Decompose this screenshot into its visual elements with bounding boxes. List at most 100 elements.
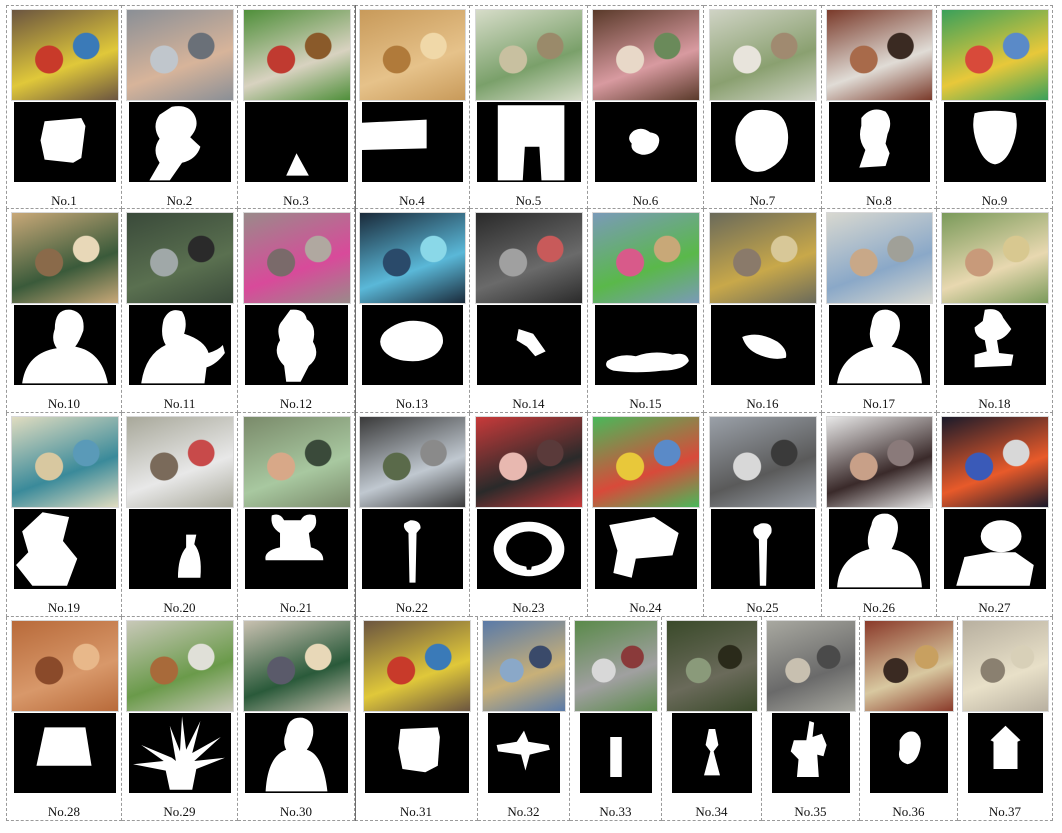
saliency-mask [245, 713, 348, 793]
item-label: No.33 [599, 804, 632, 819]
source-photo [12, 10, 118, 100]
item-label: No.30 [279, 804, 313, 819]
saliency-mask [477, 509, 581, 589]
item-label: No.6 [632, 193, 659, 208]
grid-cell: No.37 [958, 617, 1053, 821]
item-label: No.7 [749, 193, 776, 208]
item-label: No.34 [695, 804, 728, 819]
saliency-mask [14, 305, 116, 385]
saliency-mask [362, 102, 463, 182]
item-label: No.4 [399, 193, 425, 208]
source-photo [12, 417, 118, 507]
source-photo [827, 213, 932, 303]
saliency-mask [245, 509, 348, 589]
source-photo [827, 417, 932, 507]
item-label: No.19 [47, 600, 81, 615]
saliency-mask [129, 713, 231, 793]
source-photo [963, 621, 1048, 711]
item-label: No.5 [515, 193, 542, 208]
saliency-mask [672, 713, 752, 793]
saliency-mask [829, 102, 930, 182]
source-photo [360, 10, 465, 100]
item-label: No.2 [166, 193, 193, 208]
grid-cell: No.21 [238, 413, 355, 617]
grid-cell: No.3 [238, 5, 355, 209]
source-photo [476, 213, 582, 303]
saliency-mask [772, 713, 850, 793]
grid-cell: No.18 [937, 209, 1053, 413]
saliency-mask [129, 102, 231, 182]
saliency-mask [829, 305, 930, 385]
grid-cell: No.9 [937, 5, 1053, 209]
saliency-mask [580, 713, 652, 793]
source-photo [827, 10, 932, 100]
item-label: No.16 [746, 396, 779, 411]
grid-cell: No.4 [355, 5, 470, 209]
saliency-mask [362, 305, 463, 385]
saliency-mask [595, 305, 697, 385]
source-photo [127, 417, 233, 507]
source-photo [593, 10, 699, 100]
saliency-mask [829, 509, 930, 589]
grid-cell: No.14 [470, 209, 588, 413]
grid-cell: No.24 [588, 413, 704, 617]
source-photo [243, 10, 350, 100]
saliency-mask [129, 305, 231, 385]
saliency-mask [245, 305, 348, 385]
source-photo [127, 621, 233, 711]
source-photo [865, 621, 953, 711]
source-photo [942, 213, 1048, 303]
item-label: No.31 [399, 804, 433, 819]
saliency-mask [711, 102, 815, 182]
grid-cell: No.25 [704, 413, 822, 617]
grid-cell: No.36 [860, 617, 958, 821]
saliency-mask [14, 102, 116, 182]
source-photo [575, 621, 657, 711]
grid-cell: No.31 [355, 617, 478, 821]
block-divider [355, 5, 356, 821]
item-label: No.27 [978, 600, 1011, 615]
grid-cell: No.2 [122, 5, 238, 209]
saliency-mask [488, 713, 560, 793]
source-photo [710, 417, 816, 507]
grid-cell: No.19 [6, 413, 122, 617]
saliency-mask [14, 713, 116, 793]
grid-cell: No.20 [122, 413, 238, 617]
item-label: No.8 [866, 193, 892, 208]
item-label: No.35 [794, 804, 827, 819]
saliency-mask [595, 102, 697, 182]
grid-cell: No.6 [588, 5, 704, 209]
source-photo [127, 10, 233, 100]
saliency-mask [968, 713, 1043, 793]
item-label: No.25 [746, 600, 779, 615]
grid-cell: No.30 [238, 617, 355, 821]
source-photo [12, 213, 118, 303]
source-photo [942, 10, 1048, 100]
item-label: No.37 [988, 804, 1022, 819]
item-label: No.12 [279, 396, 313, 411]
item-label: No.14 [512, 396, 545, 411]
source-photo [710, 213, 816, 303]
saliency-mask [870, 713, 948, 793]
item-label: No.18 [978, 396, 1011, 411]
grid-cell: No.17 [822, 209, 937, 413]
source-photo [243, 417, 350, 507]
source-photo [710, 10, 816, 100]
item-label: No.15 [629, 396, 662, 411]
source-photo [593, 417, 699, 507]
source-photo [360, 417, 465, 507]
item-label: No.32 [507, 804, 540, 819]
item-label: No.36 [892, 804, 925, 819]
grid-cell: No.26 [822, 413, 937, 617]
source-photo [476, 417, 582, 507]
grid-cell: No.7 [704, 5, 822, 209]
item-label: No.13 [395, 396, 429, 411]
source-photo [667, 621, 757, 711]
grid-cell: No.35 [762, 617, 860, 821]
source-photo [127, 213, 233, 303]
source-photo [363, 621, 470, 711]
source-photo [483, 621, 565, 711]
item-label: No.29 [163, 804, 196, 819]
item-label: No.22 [395, 600, 429, 615]
